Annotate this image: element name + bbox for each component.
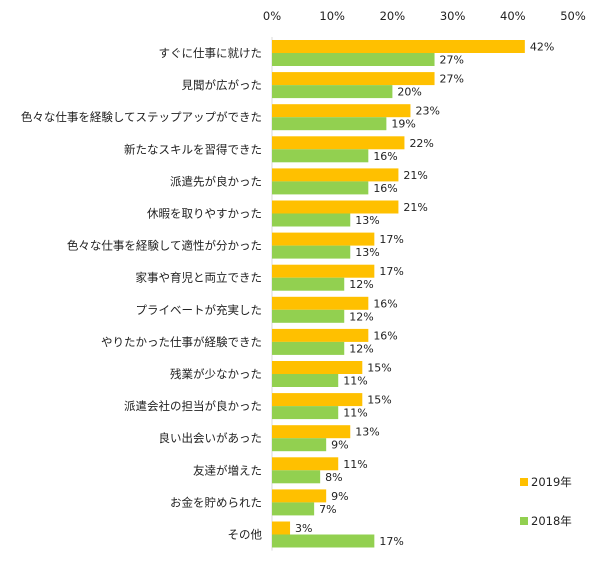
data-label: 15% bbox=[367, 394, 391, 407]
bar-2018 bbox=[272, 309, 345, 323]
data-label: 16% bbox=[373, 297, 397, 310]
category-label: すぐに仕事に就けた bbox=[159, 46, 263, 60]
bar-2018 bbox=[272, 245, 351, 259]
bar-2018 bbox=[272, 181, 369, 195]
category-label: 家事や育児と両立できた bbox=[136, 271, 263, 285]
category-label: やりたかった仕事が経験できた bbox=[101, 335, 262, 349]
x-tick-label: 40% bbox=[500, 9, 526, 23]
bar-2018 bbox=[272, 149, 369, 163]
x-tick-label: 20% bbox=[380, 9, 406, 23]
x-tick-label: 50% bbox=[560, 9, 586, 23]
bar-2018 bbox=[272, 406, 339, 420]
bar-2018 bbox=[272, 341, 345, 355]
category-label: 派遣先が良かった bbox=[170, 174, 262, 188]
data-label: 12% bbox=[349, 342, 373, 355]
bar-2019 bbox=[272, 457, 339, 471]
data-label: 17% bbox=[379, 265, 403, 278]
data-label: 15% bbox=[367, 362, 391, 375]
category-label: 残業が少なかった bbox=[170, 367, 262, 381]
category-label: お金を貯められた bbox=[170, 495, 262, 509]
data-label: 20% bbox=[397, 86, 421, 99]
bar-2018 bbox=[272, 534, 375, 548]
category-label: 友達が増えた bbox=[193, 463, 262, 477]
data-label: 23% bbox=[415, 105, 439, 118]
bar-2018 bbox=[272, 438, 327, 452]
data-label: 16% bbox=[373, 150, 397, 163]
data-label: 21% bbox=[403, 201, 427, 214]
category-label: 派遣会社の担当が良かった bbox=[124, 399, 262, 413]
bar-2018 bbox=[272, 213, 351, 227]
data-label: 11% bbox=[343, 458, 367, 471]
data-label: 27% bbox=[440, 73, 464, 86]
x-tick-label: 30% bbox=[440, 9, 466, 23]
bar-2019 bbox=[272, 232, 375, 246]
data-label: 13% bbox=[355, 246, 379, 259]
category-label: その他 bbox=[228, 528, 263, 542]
data-label: 42% bbox=[530, 41, 554, 54]
x-tick-label: 0% bbox=[263, 9, 281, 23]
data-label: 13% bbox=[355, 214, 379, 227]
data-label: 17% bbox=[379, 535, 403, 548]
data-label: 11% bbox=[343, 375, 367, 388]
data-label: 13% bbox=[355, 426, 379, 439]
bar-2018 bbox=[272, 85, 393, 99]
bar-2019 bbox=[272, 296, 369, 310]
data-label: 21% bbox=[403, 169, 427, 182]
data-label: 8% bbox=[325, 471, 342, 484]
bar-2019 bbox=[272, 104, 411, 118]
category-label: 色々な仕事を経験して適性が分かった bbox=[67, 239, 262, 253]
data-label: 9% bbox=[331, 490, 348, 503]
category-label: プライベートが充実した bbox=[136, 303, 263, 317]
bar-2019 bbox=[272, 521, 291, 535]
bar-2019 bbox=[272, 425, 351, 439]
bar-2019 bbox=[272, 328, 369, 342]
data-label: 9% bbox=[331, 439, 348, 452]
legend-label: 2019年 bbox=[531, 475, 572, 489]
data-label: 17% bbox=[379, 233, 403, 246]
data-label: 12% bbox=[349, 278, 373, 291]
bar-2019 bbox=[272, 200, 399, 214]
category-label: 見聞が広がった bbox=[182, 78, 263, 92]
bar-2019 bbox=[272, 136, 405, 150]
data-label: 3% bbox=[295, 522, 312, 535]
data-label: 11% bbox=[343, 407, 367, 420]
legend-label: 2018年 bbox=[531, 514, 572, 528]
data-label: 19% bbox=[391, 118, 415, 131]
bar-2019 bbox=[272, 40, 525, 53]
bar-2018 bbox=[272, 502, 315, 516]
category-label: 良い出会いがあった bbox=[159, 431, 263, 445]
bar-2019 bbox=[272, 72, 435, 86]
bar-2018 bbox=[272, 53, 435, 66]
data-label: 27% bbox=[440, 54, 464, 67]
data-label: 12% bbox=[349, 310, 373, 323]
category-label: 新たなスキルを習得できた bbox=[124, 142, 262, 156]
data-label: 7% bbox=[319, 503, 336, 516]
legend-swatch bbox=[520, 478, 528, 486]
bar-2018 bbox=[272, 374, 339, 387]
bar-2019 bbox=[272, 393, 363, 407]
data-label: 22% bbox=[409, 137, 433, 150]
legend-swatch bbox=[520, 517, 528, 525]
data-label: 16% bbox=[373, 182, 397, 195]
bar-2019 bbox=[272, 168, 399, 182]
bar-2018 bbox=[272, 117, 387, 131]
bar-2018 bbox=[272, 277, 345, 291]
bar-2018 bbox=[272, 470, 321, 484]
bar-2019 bbox=[272, 264, 375, 278]
data-label: 16% bbox=[373, 329, 397, 342]
category-label: 色々な仕事を経験してステップアップができた bbox=[21, 110, 262, 124]
category-label: 休暇を取りやすかった bbox=[147, 207, 262, 221]
bar-2019 bbox=[272, 489, 327, 503]
bar-2019 bbox=[272, 361, 363, 374]
x-tick-label: 10% bbox=[319, 9, 345, 23]
